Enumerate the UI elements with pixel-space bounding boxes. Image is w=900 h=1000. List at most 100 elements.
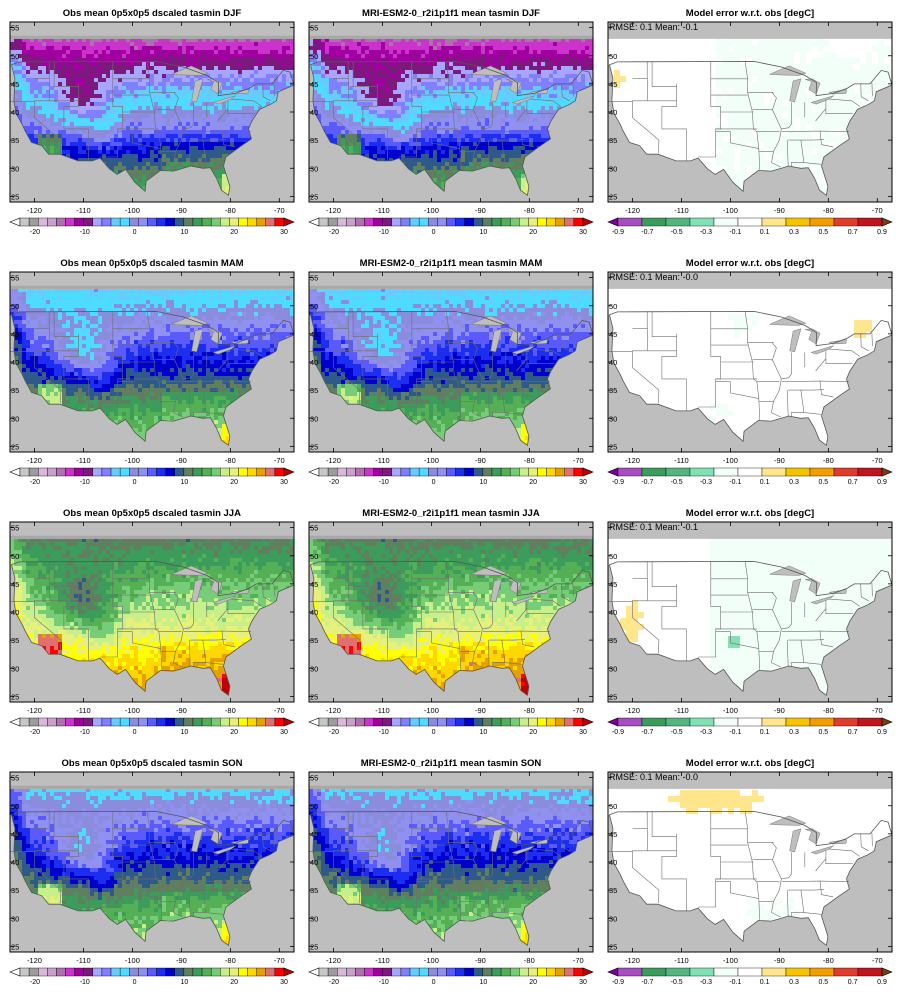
great-lake	[191, 578, 204, 603]
colorbar-bin	[38, 717, 48, 727]
x-tick-label: -100	[125, 706, 140, 715]
colorbar: -0.9 -0.7 -0.5 -0.3 -0.1 0.1 0.3 0.5 0.7 0.9	[607, 467, 893, 486]
colorbar-tick-label: -10	[379, 979, 389, 986]
colorbar-bin	[564, 217, 575, 227]
colorbar-bin	[382, 967, 393, 977]
y-tick-label: 40	[609, 858, 617, 867]
colorbar-bin	[256, 967, 266, 977]
y-tick-label: 45	[609, 580, 617, 589]
x-tick-label: -70	[274, 956, 285, 965]
colorbar-tick-label: 10	[180, 479, 188, 486]
colorbar-bin	[391, 467, 402, 477]
colorbar-tick-label: 10	[479, 979, 487, 986]
colorbar-bin	[418, 717, 429, 727]
colorbar-bin	[546, 717, 556, 727]
colorbar-tick-label: -20	[30, 979, 40, 986]
colorbar-bin	[192, 467, 203, 477]
colorbar-bin	[38, 967, 48, 977]
x-tick-label: -80	[225, 706, 236, 715]
colorbar-tick-label: 0.5	[818, 479, 828, 486]
colorbar-bin	[528, 467, 538, 477]
colorbar-bin	[56, 217, 66, 227]
y-tick-label: 40	[609, 108, 617, 117]
great-lake	[490, 578, 503, 603]
colorbar-bin	[337, 717, 347, 727]
colorbar-bin	[482, 467, 493, 477]
colorbar-bin	[519, 467, 529, 477]
colorbar-bin	[391, 967, 402, 977]
colorbar-bin	[318, 717, 329, 727]
colorbar-bin	[47, 217, 57, 227]
colorbar-bin	[391, 217, 402, 227]
colorbar-bin	[92, 717, 103, 727]
x-tick-label: -110	[76, 956, 90, 965]
colorbar-bin	[19, 217, 30, 227]
colorbar-bin	[428, 467, 438, 477]
great-lake	[789, 828, 802, 853]
y-tick-label: 50	[310, 302, 318, 311]
colorbar: -20 -10 0 10 20 30	[9, 717, 295, 736]
colorbar-tick-label: 0.3	[789, 229, 799, 236]
colorbar-tick-label: -0.1	[729, 479, 741, 486]
colorbar-bin	[573, 967, 584, 977]
x-tick-label: -110	[674, 956, 688, 965]
colorbar-bin	[19, 467, 30, 477]
colorbar-bin	[247, 717, 257, 727]
x-tick-label: -70	[573, 706, 584, 715]
colorbar-bin	[274, 467, 285, 477]
colorbar-bin	[509, 717, 520, 727]
colorbar-over-arrow	[582, 967, 594, 977]
colorbar-tick-label: -0.9	[612, 479, 624, 486]
panel-title: MRI-ESM2-0_r2i1p1f1 mean tasmin JJA	[362, 508, 540, 519]
colorbar-tick-label: 30	[280, 729, 288, 736]
colorbar-bin	[857, 967, 883, 977]
y-tick-label: 50	[11, 552, 19, 561]
colorbar-over-arrow	[582, 717, 594, 727]
state-borders	[608, 61, 873, 170]
panel-title: MRI-ESM2-0_r2i1p1f1 mean tasmin DJF	[362, 8, 540, 19]
great-lake	[490, 828, 503, 853]
colorbar-bin	[689, 967, 715, 977]
great-lake	[789, 328, 802, 353]
colorbar-bin	[500, 967, 511, 977]
colorbar-bin	[437, 467, 447, 477]
x-tick-label: -120	[625, 706, 640, 715]
colorbar-tick-label: -0.7	[641, 979, 653, 986]
x-tick-label: -110	[674, 456, 688, 465]
colorbar-bin	[537, 967, 547, 977]
x-tick-label: -120	[27, 956, 42, 965]
x-tick-label: -120	[27, 456, 42, 465]
colorbar-under-arrow	[607, 467, 619, 477]
colorbar-bin	[327, 217, 338, 227]
y-tick-label: 30	[11, 414, 19, 423]
colorbar-bin	[337, 967, 347, 977]
colorbar-tick-label: 0	[133, 979, 137, 986]
y-tick-label: 30	[609, 914, 617, 923]
colorbar-bin	[713, 717, 739, 727]
colorbar-tick-label: 0.1	[760, 479, 770, 486]
rmse-mean-stats: RMSE: 0.1 Mean: -0.1	[609, 22, 698, 32]
colorbar-bin	[364, 467, 374, 477]
colorbar-bin	[364, 217, 374, 227]
colorbar-under-arrow	[308, 217, 320, 227]
y-tick-label: 25	[11, 192, 19, 201]
colorbar-bin	[201, 467, 212, 477]
y-tick-label: 55	[11, 524, 19, 533]
x-tick-label: -70	[274, 706, 285, 715]
colorbar-bin	[110, 717, 121, 727]
colorbar-bin	[19, 717, 30, 727]
colorbar-bin	[229, 217, 239, 227]
colorbar-bin	[528, 217, 538, 227]
colorbar-bin	[573, 217, 584, 227]
coastline	[310, 310, 594, 447]
panel-title: Model error w.r.t. obs [degC]	[686, 258, 814, 269]
x-tick-label: -90	[774, 456, 785, 465]
colorbar-tick-label: -10	[379, 229, 389, 236]
colorbar-bin	[56, 967, 66, 977]
x-tick-label: -110	[674, 706, 688, 715]
colorbar-bin	[473, 467, 484, 477]
state-borders	[608, 811, 873, 920]
colorbar-bin	[761, 717, 787, 727]
colorbar-bin	[665, 967, 691, 977]
